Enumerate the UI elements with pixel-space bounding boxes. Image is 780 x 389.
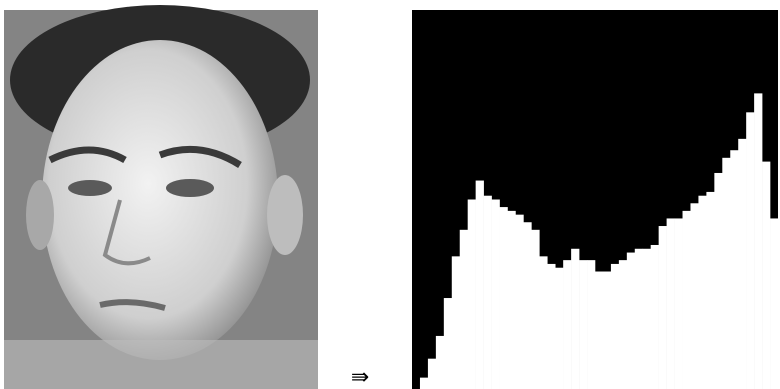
bar xyxy=(539,256,547,389)
bar xyxy=(683,211,691,389)
bar xyxy=(730,150,738,389)
bar xyxy=(492,200,500,389)
bar xyxy=(714,173,722,389)
bar xyxy=(436,336,444,389)
bar xyxy=(627,253,635,389)
bar xyxy=(500,207,508,389)
bar xyxy=(523,222,531,389)
bar xyxy=(420,378,428,389)
bar xyxy=(651,245,659,389)
bar xyxy=(770,218,778,389)
bar xyxy=(476,181,484,389)
histogram xyxy=(412,10,778,389)
arrow: ⇛ xyxy=(351,365,369,389)
bar xyxy=(515,215,523,389)
bar xyxy=(555,268,563,389)
bar xyxy=(722,158,730,389)
bar xyxy=(428,359,436,389)
bar xyxy=(587,260,595,389)
bar xyxy=(452,256,460,389)
bar xyxy=(531,230,539,389)
bar xyxy=(563,260,571,389)
bar xyxy=(611,264,619,389)
bar xyxy=(667,218,675,389)
bar xyxy=(738,139,746,389)
bar xyxy=(746,112,754,389)
bar xyxy=(754,93,762,389)
bar xyxy=(460,230,468,389)
bar xyxy=(603,272,611,389)
bar xyxy=(706,192,714,389)
bar xyxy=(507,211,515,389)
bar xyxy=(698,196,706,389)
bar xyxy=(468,200,476,389)
bar xyxy=(571,249,579,389)
face-photo xyxy=(4,5,318,389)
bar xyxy=(643,249,651,389)
bar xyxy=(484,196,492,389)
figure-canvas: ⇛ xyxy=(0,0,780,389)
bar xyxy=(595,272,603,389)
bar xyxy=(444,298,452,389)
bar xyxy=(635,249,643,389)
bar xyxy=(762,162,770,389)
bar xyxy=(579,260,587,389)
bar xyxy=(675,218,683,389)
bar xyxy=(547,264,555,389)
bar xyxy=(619,260,627,389)
bar xyxy=(690,203,698,389)
bar xyxy=(659,226,667,389)
figure: ⇛ xyxy=(0,0,780,389)
